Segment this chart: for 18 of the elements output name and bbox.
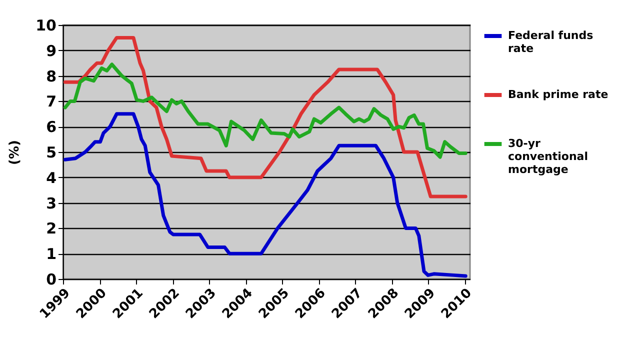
legend-label: 30-yr conventional mortgage [508, 137, 588, 176]
line-series [63, 112, 468, 278]
line-series [63, 36, 468, 198]
y-tick-label: 9 [46, 42, 56, 60]
legend-label: Federal funds rate [508, 29, 594, 55]
legend-label: Bank prime rate [508, 88, 608, 101]
y-tick-label: 2 [46, 220, 56, 238]
y-tick-label: 7 [46, 92, 56, 111]
y-tick-label: 0 [46, 270, 56, 288]
y-tick-label: 6 [46, 118, 56, 136]
line-series [63, 62, 468, 159]
y-tick-label: 4 [46, 168, 56, 187]
y-tick-label: 10 [36, 16, 56, 34]
y-tick-label: 8 [46, 67, 56, 86]
y-tick-label: 1 [46, 245, 56, 264]
y-axis-title: (%) [8, 140, 23, 165]
y-tick-label: 3 [46, 194, 56, 212]
y-tick-label: 5 [46, 144, 56, 162]
